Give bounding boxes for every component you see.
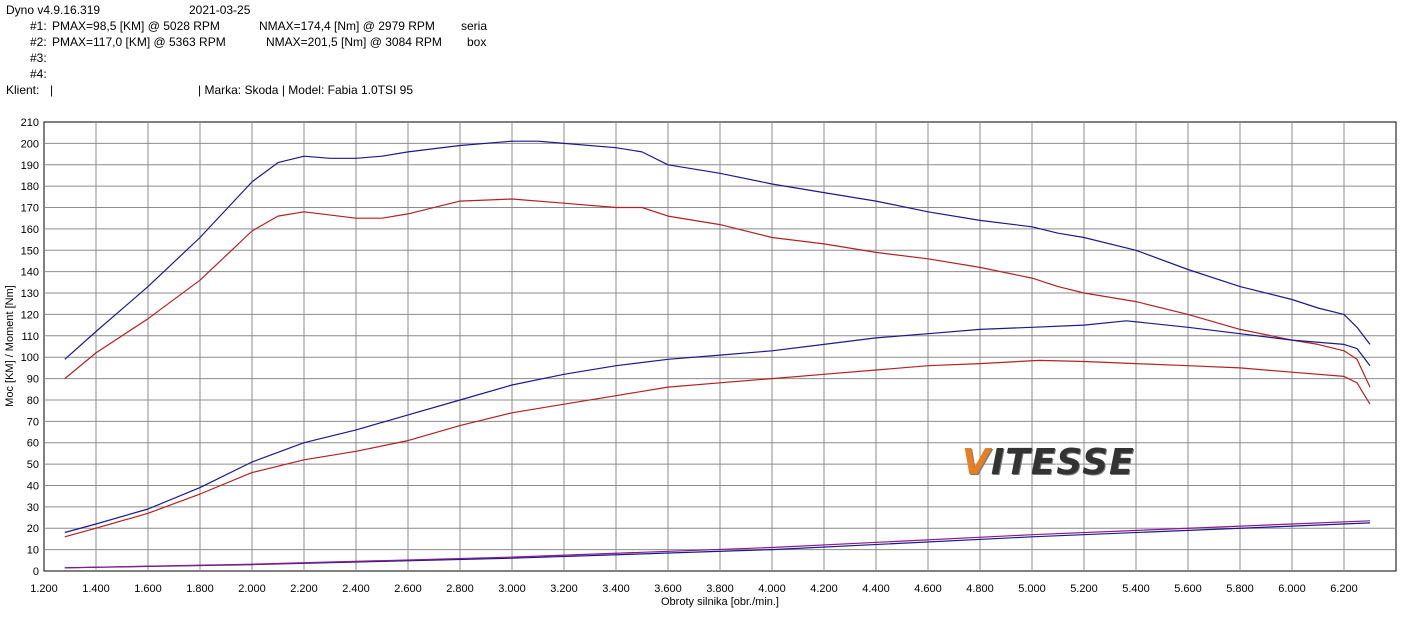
run-3-id: #3: — [30, 51, 47, 65]
y-tick-label: 140 — [21, 267, 39, 279]
x-tick-label: 2.200 — [290, 583, 318, 595]
x-tick-label: 1.600 — [134, 583, 162, 595]
y-tick-label: 30 — [27, 502, 39, 514]
y-tick-label: 110 — [21, 331, 39, 343]
series-lines — [64, 140, 1371, 569]
y-tick-label: 160 — [21, 224, 39, 236]
y-tick-label: 210 — [21, 117, 39, 129]
run-1-pmax: PMAX=98,5 [KM] @ 5028 RPM — [52, 19, 220, 33]
x-tick-label: 5.400 — [1122, 583, 1150, 595]
software-version: Dyno v4.9.16.319 — [6, 3, 101, 17]
y-tick-labels: 0 10 20 30 40 50 60 70 80 90 100 110 120 130 140 150 160… — [21, 117, 39, 578]
series-line-box-power — [64, 320, 1371, 534]
series-line-seria-loss — [64, 520, 1371, 569]
run-1-nmax: NMAX=174,4 [Nm] @ 2979 RPM — [259, 19, 435, 33]
x-tick-label: 5.600 — [1174, 583, 1202, 595]
x-tick-label: 2.800 — [446, 583, 474, 595]
x-tick-label: 4.000 — [758, 583, 786, 595]
x-tick-label: 2.000 — [238, 583, 266, 595]
series-line-box-torque — [64, 140, 1371, 360]
x-tick-label: 6.000 — [1278, 583, 1306, 595]
y-tick-label: 180 — [21, 181, 39, 193]
client-separator: | — [50, 83, 54, 97]
x-tick-label: 5.200 — [1070, 583, 1098, 595]
y-tick-label: 100 — [21, 352, 39, 364]
y-tick-label: 60 — [27, 438, 39, 450]
vitesse-logo: VITESSE — [962, 442, 1135, 483]
y-tick-label: 70 — [27, 416, 39, 428]
x-tick-label: 5.000 — [1018, 583, 1046, 595]
y-tick-label: 200 — [21, 138, 39, 150]
x-tick-label: 2.400 — [342, 583, 370, 595]
report-date: 2021-03-25 — [189, 3, 251, 17]
x-tick-label: 1.200 — [30, 583, 58, 595]
x-tick-label: 3.800 — [706, 583, 734, 595]
x-tick-label: 3.600 — [654, 583, 682, 595]
y-tick-label: 150 — [21, 245, 39, 257]
y-tick-label: 90 — [27, 374, 39, 386]
x-tick-label: 6.200 — [1330, 583, 1358, 595]
x-tick-label: 4.800 — [966, 583, 994, 595]
x-tick-label: 4.400 — [862, 583, 890, 595]
x-tick-label: 3.400 — [602, 583, 630, 595]
y-tick-label: 10 — [27, 545, 39, 557]
x-tick-label: 3.000 — [498, 583, 526, 595]
run-2-label: box — [467, 35, 487, 49]
x-tick-label: 1.800 — [186, 583, 214, 595]
y-tick-label: 0 — [33, 566, 39, 578]
x-tick-label: 3.200 — [550, 583, 578, 595]
y-axis-label: Moc [KM] / Moment [Nm] — [4, 285, 16, 407]
x-tick-label: 1.400 — [82, 583, 110, 595]
y-tick-label: 80 — [27, 395, 39, 407]
x-axis-label: Obroty silnika [obr./min.] — [661, 596, 779, 608]
y-tick-label: 120 — [21, 309, 39, 321]
grid-lines — [44, 122, 1396, 571]
run-2-nmax: NMAX=201,5 [Nm] @ 3084 RPM — [266, 35, 442, 49]
run-4-id: #4: — [30, 67, 47, 81]
client-label: Klient: — [6, 83, 40, 97]
y-tick-label: 130 — [21, 288, 39, 300]
vehicle-info: | Marka: Skoda | Model: Fabia 1.0TSI 95 — [198, 83, 414, 97]
y-tick-label: 170 — [21, 203, 39, 215]
y-tick-label: 20 — [27, 523, 39, 535]
series-line-seria-power — [64, 359, 1371, 538]
x-tick-labels: 1.200 1.400 1.600 1.800 2.000 2.200 2.400 2.600… — [30, 583, 1358, 595]
run-2-pmax: PMAX=117,0 [KM] @ 5363 RPM — [52, 35, 226, 49]
x-tick-label: 4.200 — [810, 583, 838, 595]
series-line-seria-torque — [64, 198, 1371, 388]
x-tick-label: 4.600 — [914, 583, 942, 595]
x-tick-label: 2.600 — [394, 583, 422, 595]
x-tick-label: 5.800 — [1226, 583, 1254, 595]
y-tick-label: 40 — [27, 480, 39, 492]
run-1-label: seria — [461, 19, 488, 33]
run-2-id: #2: — [30, 35, 47, 49]
y-tick-label: 190 — [21, 160, 39, 172]
y-tick-label: 50 — [27, 459, 39, 471]
run-1-id: #1: — [30, 19, 47, 33]
